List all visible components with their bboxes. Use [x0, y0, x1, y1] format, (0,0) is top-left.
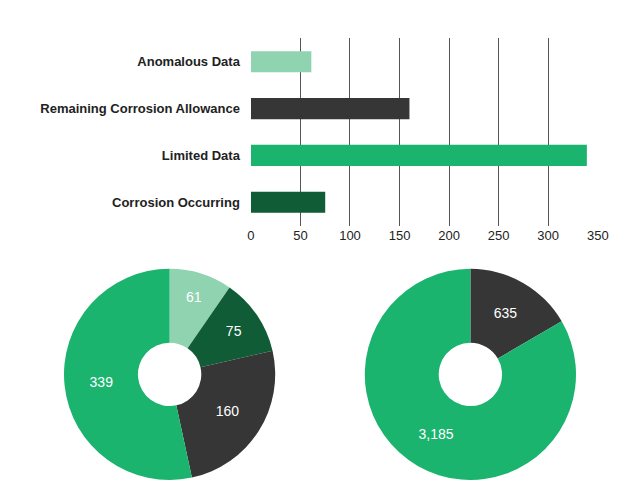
svg-text:Corrosion Occurring: Corrosion Occurring [112, 195, 240, 210]
svg-text:61: 61 [186, 289, 202, 305]
svg-text:Anomalous Data: Anomalous Data [137, 54, 240, 69]
svg-text:50: 50 [293, 228, 307, 243]
svg-text:350: 350 [587, 228, 609, 243]
svg-text:Limited Data: Limited Data [162, 148, 241, 163]
svg-text:200: 200 [438, 228, 460, 243]
svg-text:635: 635 [494, 305, 518, 321]
svg-text:100: 100 [339, 228, 361, 243]
svg-text:Remaining Corrosion Allowance: Remaining Corrosion Allowance [40, 101, 240, 116]
svg-text:0: 0 [247, 228, 254, 243]
svg-text:339: 339 [90, 374, 114, 390]
svg-text:3,185: 3,185 [419, 426, 454, 442]
svg-text:160: 160 [216, 403, 240, 419]
svg-text:150: 150 [389, 228, 411, 243]
svg-text:250: 250 [488, 228, 510, 243]
svg-text:300: 300 [537, 228, 559, 243]
svg-text:75: 75 [226, 323, 242, 339]
